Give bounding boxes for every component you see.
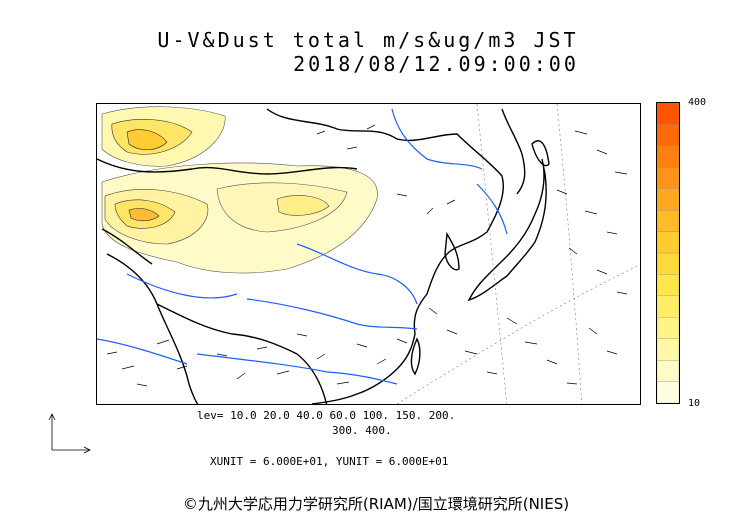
colorbar-swatch: [656, 102, 680, 125]
colorbar: [656, 102, 680, 404]
colorbar-swatch: [656, 274, 680, 297]
graticule: [396, 104, 640, 404]
colorbar-swatch: [656, 188, 680, 211]
colorbar-swatches: [656, 102, 680, 404]
vector-unit-axes-icon: [48, 413, 91, 454]
copyright-text: ©九州大学応用力学研究所(RIAM)/国立環境研究所(NIES): [182, 495, 570, 513]
colorbar-swatch: [656, 209, 680, 232]
colorbar-min-label: 10: [688, 398, 701, 409]
colorbar-swatch: [656, 231, 680, 254]
colorbar-swatch: [656, 124, 680, 147]
colorbar-swatch: [656, 295, 680, 318]
colorbar-swatch: [656, 317, 680, 339]
map-canvas: [97, 104, 640, 404]
colorbar-swatch: [656, 252, 680, 275]
map-title: U-V&Dust total m/s&ug/m3 JST: [157, 28, 579, 52]
colorbar-swatch: [656, 381, 680, 404]
dust-wind-map: [96, 103, 641, 405]
colorbar-swatch: [656, 359, 680, 382]
dust-concentration-layer: [101, 106, 378, 274]
contour-levels: lev= 10.0 20.0 40.0 60.0 100. 150. 200.: [197, 409, 456, 422]
vector-units: XUNIT = 6.000E+01, YUNIT = 6.000E+01: [210, 455, 449, 468]
colorbar-swatch: [656, 145, 680, 168]
map-timestamp: 2018/08/12.09:00:00: [293, 52, 579, 76]
colorbar-max-label: 400: [688, 97, 707, 108]
wind-vectors: [106, 124, 628, 387]
coastlines: [97, 108, 550, 404]
colorbar-swatch: [656, 167, 680, 189]
colorbar-swatch: [656, 338, 680, 361]
rivers: [97, 108, 508, 385]
contour-levels-continued: 300. 400.: [332, 424, 392, 437]
